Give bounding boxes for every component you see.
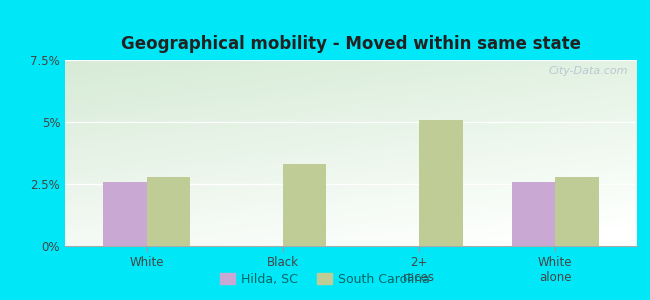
Bar: [555, 177, 599, 246]
Title: Geographical mobility - Moved within same state: Geographical mobility - Moved within sam…: [121, 35, 581, 53]
Legend: Hilda, SC, South Carolina: Hilda, SC, South Carolina: [215, 268, 435, 291]
Bar: [512, 182, 555, 246]
Bar: [147, 177, 190, 246]
Text: City-Data.com: City-Data.com: [549, 66, 629, 76]
Bar: [283, 164, 326, 246]
Bar: [103, 182, 147, 246]
Bar: [419, 119, 463, 246]
